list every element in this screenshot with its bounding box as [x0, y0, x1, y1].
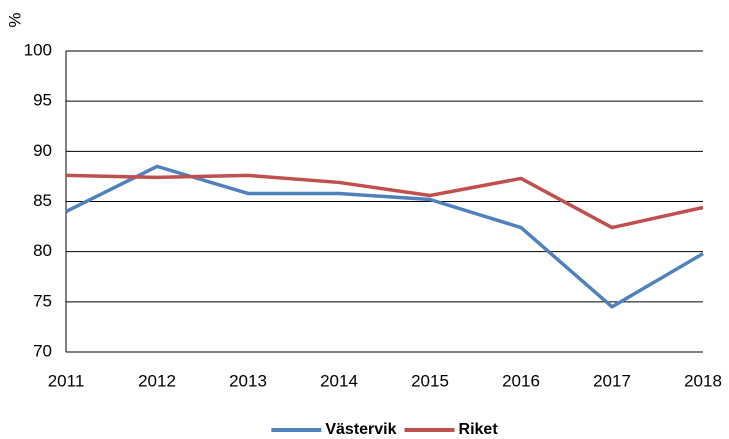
y-tick-label: 90	[33, 141, 52, 160]
x-tick-label: 2015	[411, 371, 449, 390]
y-tick-label: 85	[33, 191, 52, 210]
series-line	[65, 173, 704, 230]
series-line	[65, 164, 704, 309]
y-axis-label: %	[5, 12, 24, 27]
x-tick-label: 2013	[229, 371, 267, 390]
y-tick-label: 100	[24, 40, 52, 59]
x-tick-label: 2017	[593, 371, 631, 390]
x-tick-label: 2016	[502, 371, 540, 390]
y-tick-label: 70	[33, 341, 52, 360]
y-tick-label: 95	[33, 91, 52, 110]
x-tick-label: 2012	[138, 371, 176, 390]
x-tick-label: 2018	[684, 371, 722, 390]
y-tick-label: 75	[33, 291, 52, 310]
legend-label: Riket	[459, 421, 499, 438]
x-tick-label: 2011	[48, 371, 85, 390]
x-tick-label: 2014	[320, 371, 358, 390]
legend-label: Västervik	[325, 421, 396, 438]
y-tick-label: 80	[33, 241, 52, 260]
